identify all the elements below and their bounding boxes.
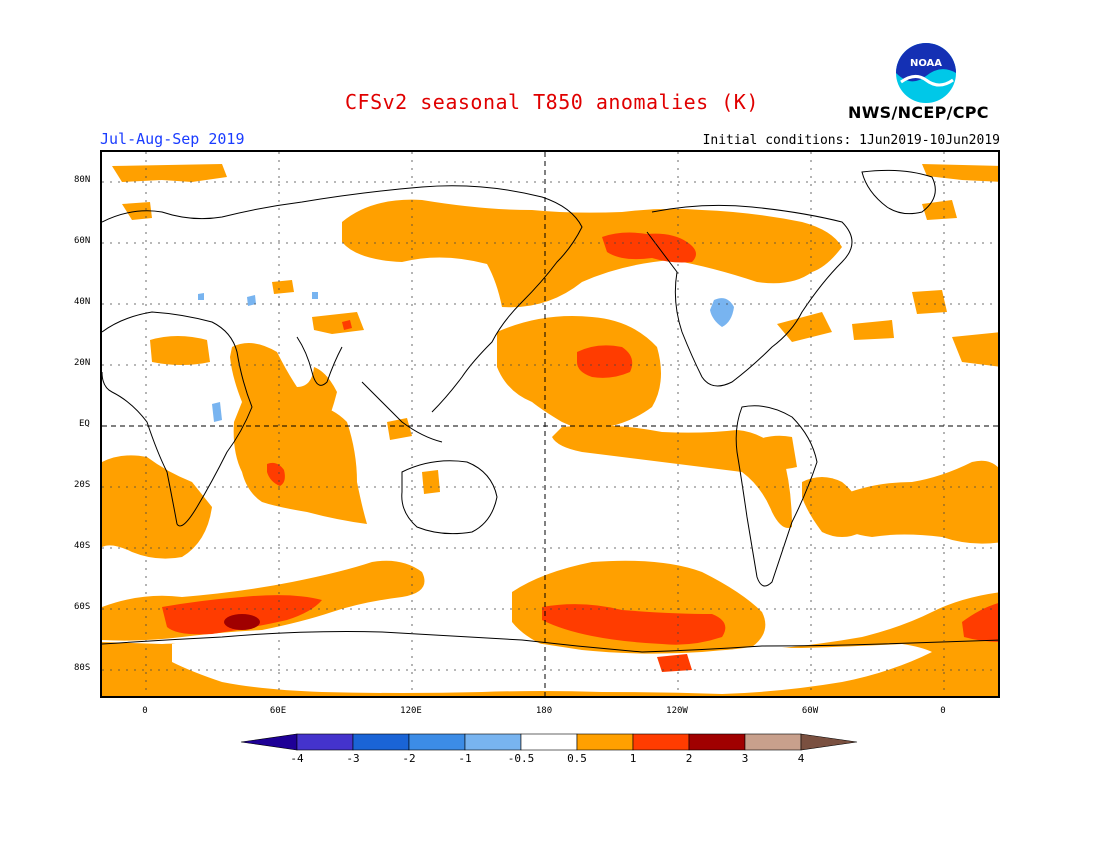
colorbar-swatch: [520, 733, 578, 751]
colorbar: [240, 733, 858, 751]
anomaly-negative-weak: [198, 292, 734, 422]
lon-label-180: 180: [535, 706, 553, 716]
colorbar-arrow-low: [240, 733, 298, 751]
colorbar-label: 4: [797, 752, 805, 765]
lon-label-60e: 60E: [269, 706, 287, 716]
colorbar-swatch: [464, 733, 522, 751]
colorbar-swatch: [296, 733, 354, 751]
colorbar-swatch: [744, 733, 802, 751]
colorbar-swatch: [688, 733, 746, 751]
initial-conditions-label: Initial conditions: 1Jun2019-10Jun2019: [702, 133, 1000, 148]
colorbar-label: -3: [346, 752, 360, 765]
colorbar-label: -4: [290, 752, 304, 765]
coastlines: [102, 169, 998, 653]
lon-label-120w: 120W: [666, 706, 688, 716]
colorbar-label: 0.5: [567, 752, 587, 765]
lat-label-40s: 40S: [74, 541, 91, 551]
logo-text: NOAA: [910, 58, 942, 69]
colorbar-label: 3: [741, 752, 749, 765]
lat-label-80s: 80S: [74, 663, 91, 673]
lat-label-60s: 60S: [74, 602, 91, 612]
colorbar-label: -1: [458, 752, 472, 765]
lat-label-60n: 60N: [74, 236, 91, 246]
season-label: Jul-Aug-Sep 2019: [100, 130, 245, 148]
colorbar-label: 2: [685, 752, 693, 765]
colorbar-swatch: [352, 733, 410, 751]
lat-label-80n: 80N: [74, 175, 91, 185]
colorbar-boxes: [240, 733, 858, 751]
colorbar-swatch: [632, 733, 690, 751]
agency-label: NWS/NCEP/CPC: [848, 103, 989, 122]
lon-label-60w: 60W: [801, 706, 819, 716]
antarctica-white: [172, 630, 932, 694]
map-title: CFSv2 seasonal T850 anomalies (K): [345, 90, 759, 114]
colorbar-label: 1: [629, 752, 637, 765]
lon-label-0-right: 0: [940, 706, 946, 716]
lat-label-20s: 20S: [74, 480, 91, 490]
colorbar-label: -2: [402, 752, 416, 765]
anomaly-map: [102, 152, 998, 696]
colorbar-swatch: [408, 733, 466, 751]
colorbar-swatch: [576, 733, 634, 751]
lat-label-40n: 40N: [74, 297, 91, 307]
colorbar-arrow-high: [800, 733, 858, 751]
graticule: [102, 152, 998, 696]
lat-label-20n: 20N: [74, 358, 91, 368]
lon-label-0: 0: [142, 706, 148, 716]
lon-label-120e: 120E: [400, 706, 422, 716]
colorbar-label: -0.5: [507, 752, 535, 765]
lat-label-eq: EQ: [79, 419, 90, 429]
noaa-logo: NOAA: [896, 43, 956, 103]
map-panel: [100, 150, 1000, 698]
anomaly-positive-strong: [224, 614, 260, 630]
